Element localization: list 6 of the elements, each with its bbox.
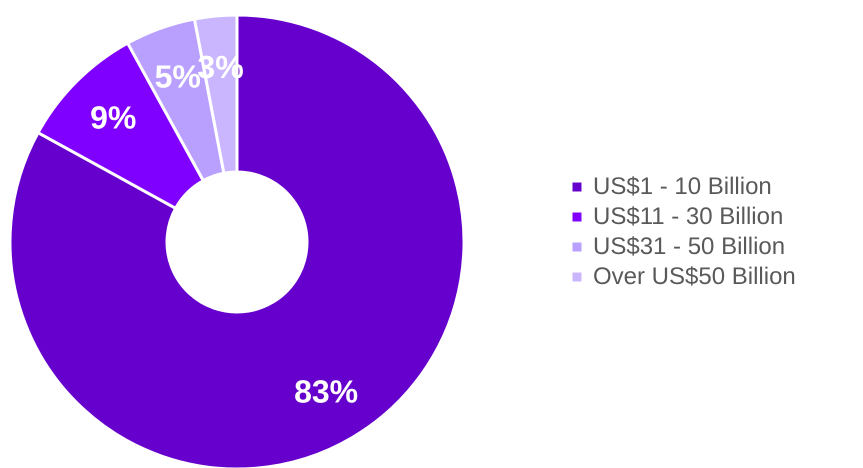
legend-label: US$11 - 30 Billion — [593, 203, 784, 230]
data-label: 83% — [294, 374, 358, 410]
legend-label: Over US$50 Billion — [593, 263, 796, 290]
legend-label: US$31 - 50 Billion — [593, 233, 786, 260]
data-label: 9% — [90, 99, 136, 136]
legend-label: US$1 - 10 Billion — [593, 173, 772, 200]
